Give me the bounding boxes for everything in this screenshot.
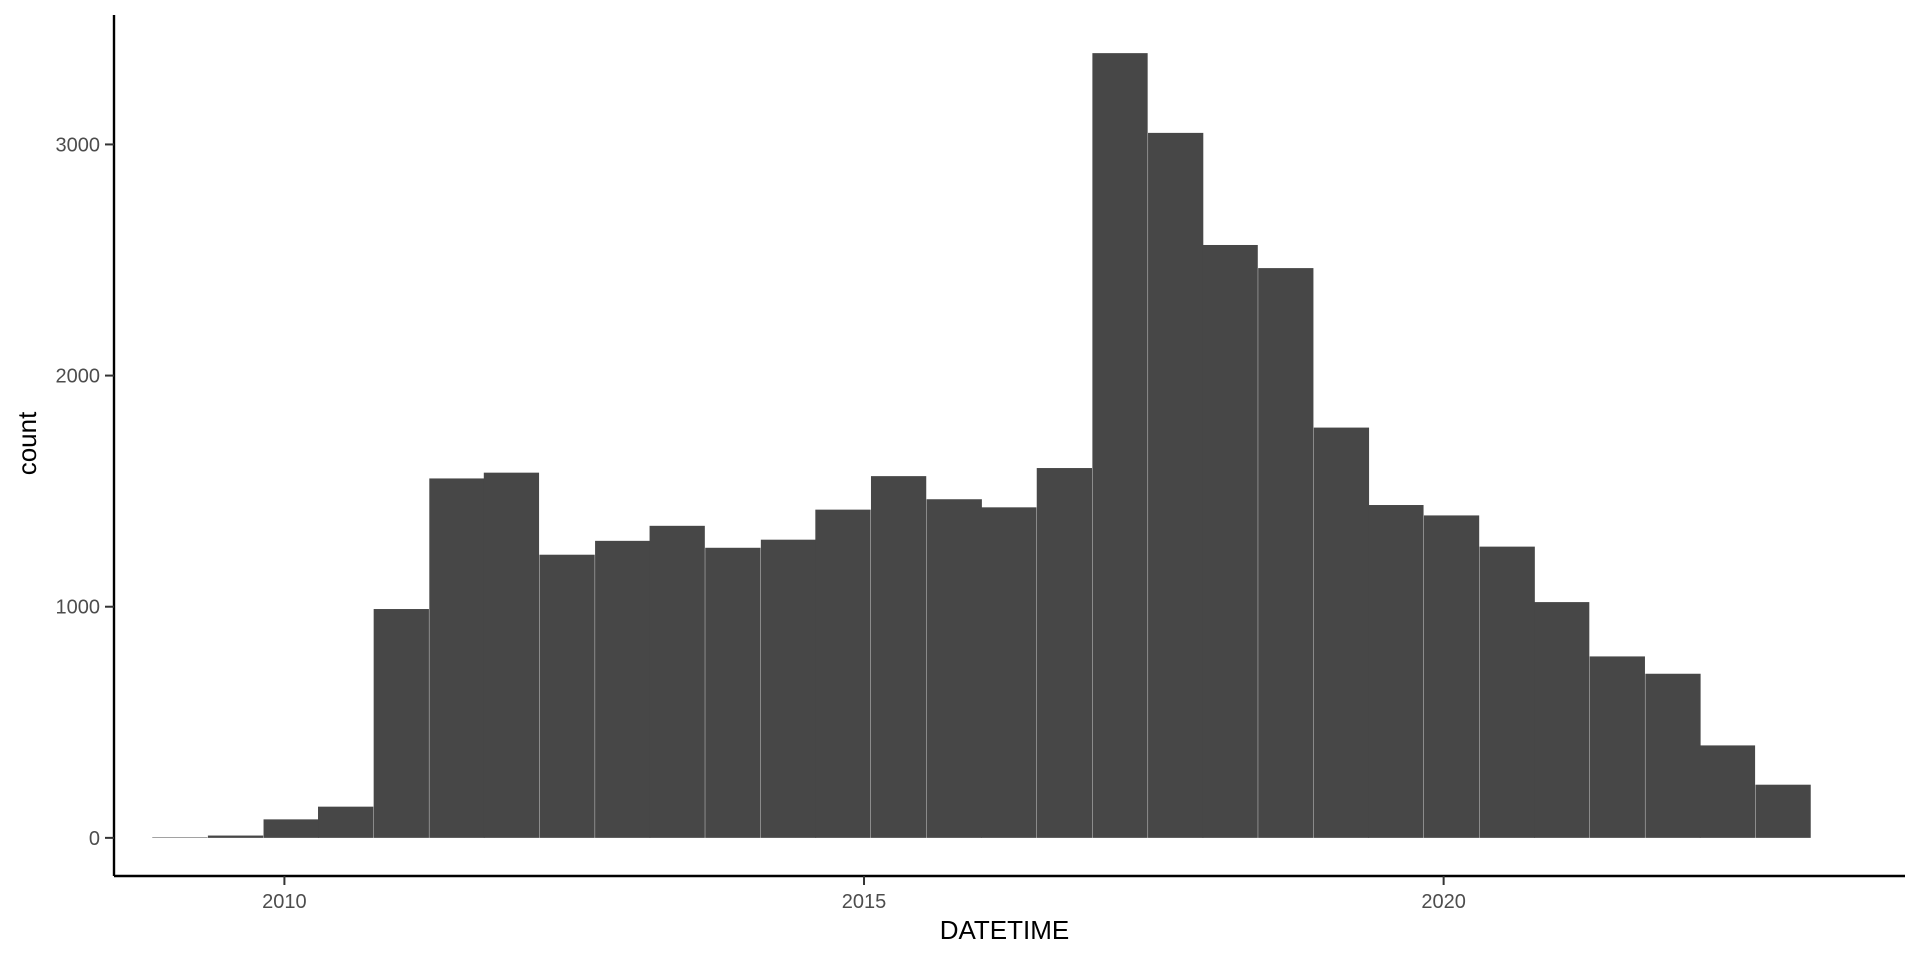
x-tick-label: 2010: [262, 891, 307, 913]
histogram-bar: [1645, 673, 1701, 838]
histogram-bar: [152, 837, 208, 838]
histogram-bar: [815, 509, 871, 838]
histogram-bars: [152, 53, 1811, 838]
x-tick-label: 2015: [842, 891, 887, 913]
y-tick-label: 0: [89, 828, 100, 850]
histogram-bar: [1258, 268, 1314, 838]
histogram-bar: [926, 499, 982, 838]
histogram-bar: [483, 472, 540, 838]
histogram-bar: [981, 507, 1037, 838]
x-tick-label: 2020: [1421, 891, 1466, 913]
histogram-bar: [1589, 656, 1645, 838]
histogram-bar: [760, 539, 817, 838]
histogram-bar: [1202, 244, 1258, 838]
histogram-bar: [1423, 515, 1480, 838]
histogram-bar: [318, 806, 374, 838]
histogram-bar: [1479, 546, 1535, 838]
x-axis-ticks: 2010 2015 2020: [262, 876, 1466, 913]
y-tick-label: 1000: [56, 597, 101, 619]
histogram-bar: [1092, 53, 1148, 838]
histogram-bar: [1699, 745, 1756, 838]
histogram-bar: [1313, 427, 1370, 838]
y-tick-label: 2000: [56, 366, 101, 388]
y-axis-title: count: [12, 411, 42, 475]
histogram-bar: [207, 835, 264, 838]
histogram-bar: [1036, 468, 1093, 838]
y-axis-ticks: 0 1000 2000 3000: [56, 134, 114, 850]
histogram-bar: [539, 554, 595, 838]
histogram-bar: [1148, 132, 1204, 838]
histogram-bar: [1755, 784, 1811, 838]
histogram-bar: [429, 478, 485, 838]
y-tick-label: 3000: [56, 134, 101, 156]
histogram-bar: [595, 540, 651, 838]
histogram-bar: [649, 525, 705, 838]
histogram-bar: [373, 609, 429, 838]
histogram-bar: [1534, 602, 1590, 838]
x-axis-title: DATETIME: [940, 915, 1070, 945]
histogram-bar: [705, 547, 761, 838]
histogram-bar: [263, 819, 319, 838]
histogram-bar: [870, 476, 927, 838]
histogram-bar: [1368, 505, 1424, 838]
